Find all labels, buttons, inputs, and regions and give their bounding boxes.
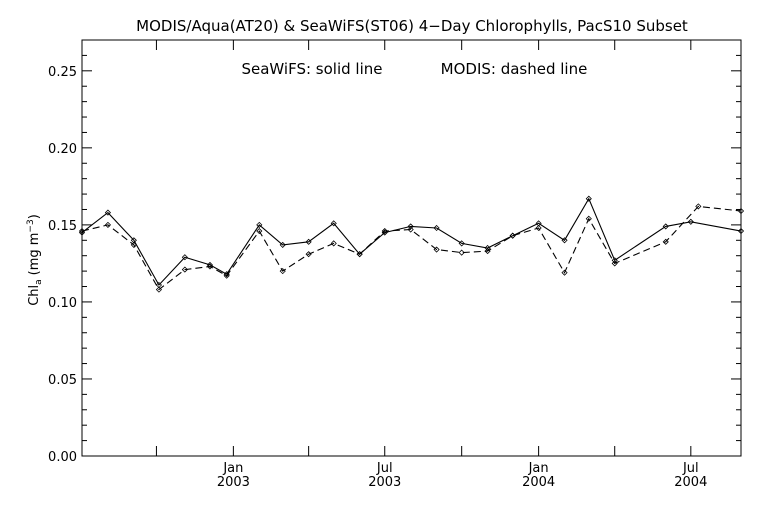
annotation-seawifs: SeaWiFS: solid line xyxy=(241,60,382,78)
data-point-seawifs xyxy=(737,227,745,235)
y-axis-label-close: ) xyxy=(27,214,42,219)
data-point-seawifs xyxy=(104,209,111,216)
data-point-seawifs xyxy=(585,195,592,202)
y-tick-label: 0.10 xyxy=(48,296,77,311)
data-point-seawifs xyxy=(206,261,214,269)
y-axis-label: Chla (mg m−3) xyxy=(26,214,44,306)
data-point-modis xyxy=(509,232,516,239)
data-point-modis xyxy=(585,215,592,222)
series-line-seawifs xyxy=(81,197,742,286)
y-tick-label: 0.15 xyxy=(48,219,77,234)
data-point-seawifs xyxy=(330,220,337,227)
data-point-seawifs xyxy=(256,221,263,228)
data-point-seawifs xyxy=(407,223,414,230)
y-tick-label: 0.25 xyxy=(48,65,77,80)
data-point-modis xyxy=(279,268,286,275)
data-point-seawifs xyxy=(181,254,188,261)
data-point-seawifs xyxy=(662,223,669,230)
chart-title: MODIS/Aqua(AT20) & SeaWiFS(ST06) 4−Day C… xyxy=(136,17,688,35)
data-point-seawifs xyxy=(279,241,286,248)
data-point-modis xyxy=(104,221,111,228)
plot-frame xyxy=(81,39,742,457)
x-tick-month: Jan xyxy=(222,461,243,476)
data-point-seawifs xyxy=(687,218,694,225)
data-point-modis xyxy=(223,272,230,279)
data-point-modis xyxy=(78,227,86,235)
data-point-seawifs xyxy=(561,237,568,244)
y-tick-label: 0.00 xyxy=(48,450,77,465)
data-point-modis xyxy=(381,227,388,235)
y-tick-label: 0.20 xyxy=(48,142,77,157)
data-point-modis xyxy=(662,238,669,245)
data-point-modis xyxy=(484,248,491,255)
x-tick-year: 2004 xyxy=(674,475,707,490)
data-point-seawifs xyxy=(458,240,465,247)
y-tick-label: 0.05 xyxy=(48,373,77,388)
x-tick-year: 2004 xyxy=(522,475,555,490)
data-point-modis xyxy=(206,263,214,270)
data-point-seawifs xyxy=(433,224,440,232)
x-tick-year: 2003 xyxy=(368,475,401,490)
x-tick-month: Jul xyxy=(682,461,699,476)
data-point-modis xyxy=(433,246,440,253)
y-axis-label-subscript: a xyxy=(34,279,44,285)
data-point-modis xyxy=(130,241,137,248)
data-point-seawifs xyxy=(305,238,312,245)
x-tick-month: Jan xyxy=(528,461,549,476)
series-line-modis xyxy=(81,205,742,291)
plot-area xyxy=(78,195,745,293)
data-point-modis xyxy=(407,226,414,233)
data-point-modis xyxy=(181,266,188,273)
annotation-modis: MODIS: dashed line xyxy=(441,60,588,78)
y-axis-label-main: Chl xyxy=(27,285,42,306)
data-point-modis xyxy=(611,260,618,267)
data-point-modis xyxy=(695,203,702,210)
x-tick-year: 2003 xyxy=(217,475,250,490)
y-axis-label-superscript: −3 xyxy=(26,219,36,232)
data-point-modis xyxy=(458,249,465,256)
data-point-modis xyxy=(561,269,568,276)
data-point-modis xyxy=(356,251,363,258)
data-point-modis xyxy=(305,251,312,258)
y-axis-label-units: (mg m xyxy=(27,233,42,276)
axes: 0.000.050.100.150.200.25Jan2003Jul2003Ja… xyxy=(48,39,742,490)
data-point-modis xyxy=(256,227,263,235)
x-tick-month: Jul xyxy=(376,461,393,476)
data-point-modis xyxy=(535,224,542,232)
data-point-modis xyxy=(330,240,337,247)
data-point-modis xyxy=(737,207,745,215)
data-point-modis xyxy=(155,286,163,293)
